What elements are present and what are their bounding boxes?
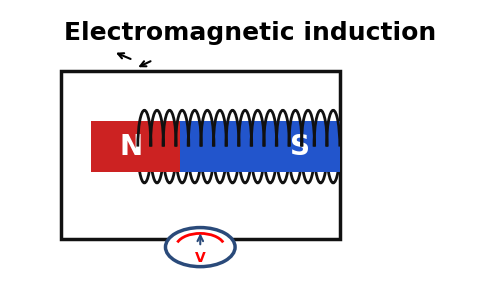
FancyBboxPatch shape (180, 122, 340, 172)
Text: N: N (120, 133, 142, 160)
Text: V: V (195, 251, 205, 265)
Circle shape (166, 228, 235, 267)
Text: S: S (290, 133, 310, 160)
FancyBboxPatch shape (91, 122, 180, 172)
Text: Electromagnetic induction: Electromagnetic induction (64, 21, 436, 45)
